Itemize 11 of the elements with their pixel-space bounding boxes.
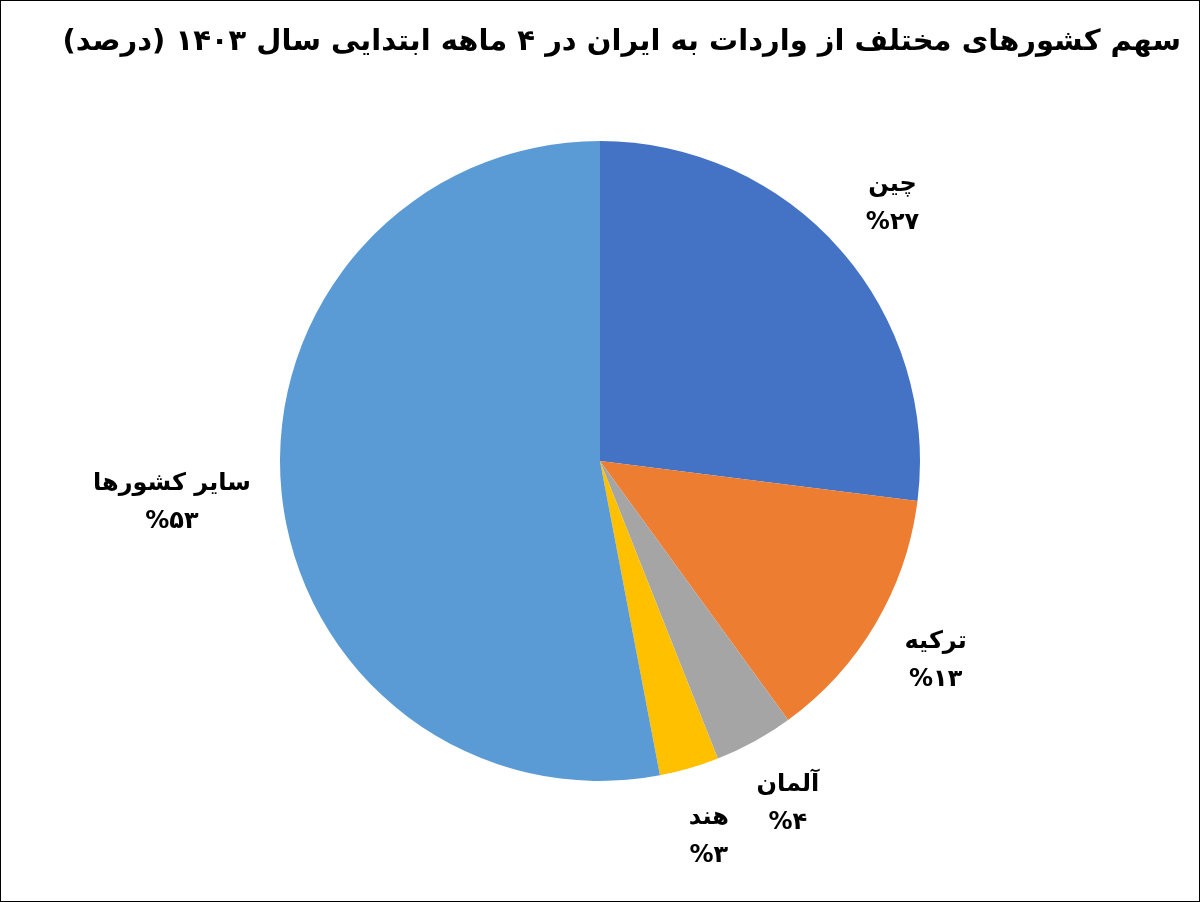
- chart-title: سهم کشورهای مختلف از واردات به ایران در ۴ ماهه ابتدایی سال ۱۴۰۳ (درصد): [62, 23, 1181, 57]
- data-label: %۴: [768, 806, 808, 835]
- data-label: %۲۷: [865, 207, 920, 236]
- slice-label: چین: [868, 169, 917, 198]
- slice-label: هند: [688, 801, 729, 830]
- slice-label: سایر کشورها: [93, 467, 251, 496]
- data-label: %۱۳: [909, 663, 963, 692]
- slice-label: آلمان: [756, 767, 821, 797]
- data-label: %۵۳: [145, 505, 199, 534]
- slice-label: ترکیه: [904, 625, 967, 654]
- data-label: %۳: [689, 839, 729, 868]
